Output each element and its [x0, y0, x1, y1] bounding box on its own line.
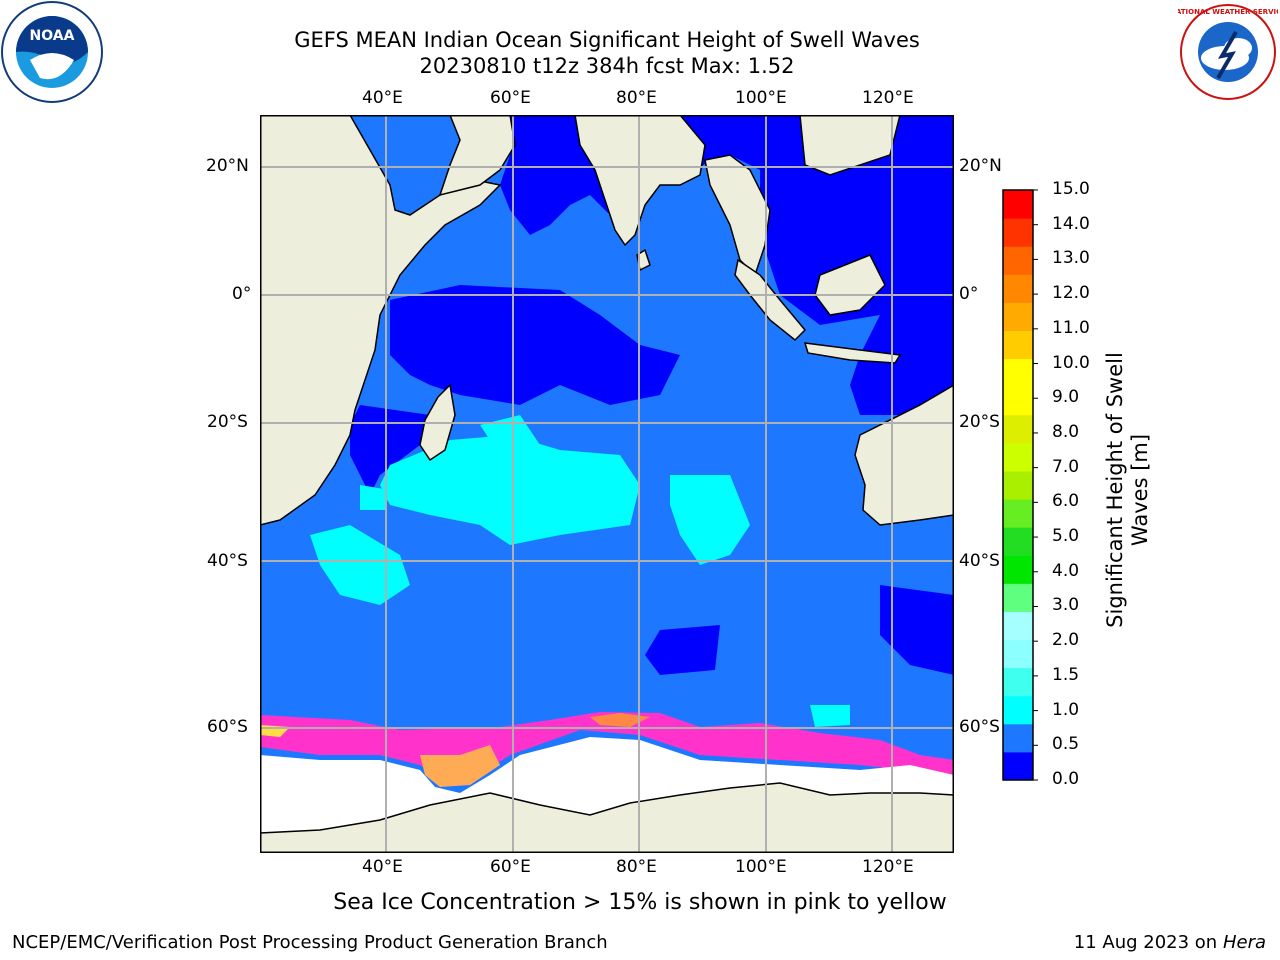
lat-tick-right-60s: 60°S — [959, 717, 1000, 737]
colorbar-tick-label: 3.0 — [1052, 595, 1080, 616]
colorbar-tick-label: 12.0 — [1052, 283, 1090, 304]
colorbar-tick-label: 8.0 — [1052, 421, 1080, 442]
colorbar-swatch — [1003, 246, 1033, 275]
noaa-logo: NOAA — [1, 1, 103, 103]
colorbar-tick-label: 9.0 — [1052, 387, 1080, 408]
lat-tick-right-20s: 20°S — [959, 412, 1000, 432]
colorbar-tick-label: 1.5 — [1052, 664, 1080, 685]
colorbar-swatch — [1003, 639, 1033, 669]
lat-tick-left-40s: 40°S — [207, 551, 248, 571]
colorbar-swatch — [1003, 218, 1033, 247]
colorbar-swatch — [1003, 751, 1033, 781]
colorbar-swatch — [1003, 442, 1033, 472]
colorbar-swatch — [1003, 583, 1033, 612]
colorbar-tick-label: 7.0 — [1052, 456, 1080, 477]
colorbar-swatch — [1003, 667, 1033, 697]
colorbar-tick-label: 14.0 — [1052, 213, 1090, 234]
lat-tick-left-20s: 20°S — [207, 412, 248, 432]
colorbar-swatch — [1003, 414, 1033, 444]
nws-logo: NATIONAL WEATHER SERVICE — [1178, 4, 1278, 100]
colorbar-swatch — [1003, 274, 1033, 303]
colorbar-title-line2: Waves [m] — [1128, 433, 1152, 547]
nws-logo-text: NATIONAL WEATHER SERVICE — [1178, 8, 1278, 16]
lon-tick-bottom-120e: 120°E — [862, 857, 914, 877]
credit-date: 11 Aug 2023 on Hera — [1074, 932, 1266, 953]
colorbar-tick-label: 2.0 — [1052, 630, 1080, 651]
credit-branch: NCEP/EMC/Verification Post Processing Pr… — [12, 932, 608, 953]
sea-ice-caption: Sea Ice Concentration > 15% is shown in … — [333, 890, 947, 915]
chart-subtitle: 20230810 t12z 384h fcst Max: 1.52 — [419, 54, 795, 78]
lat-tick-right-20n: 20°N — [959, 156, 1002, 176]
colorbar-frame — [1002, 189, 1034, 781]
map-panel — [260, 115, 954, 853]
colorbar-tick-label: 0.0 — [1052, 769, 1080, 789]
colorbar-swatch — [1003, 302, 1033, 331]
colorbar-title: Significant Height of Swell Waves [m] — [1103, 340, 1153, 640]
colorbar-swatch — [1003, 386, 1033, 416]
lon-tick-top-120e: 120°E — [862, 88, 914, 108]
colorbar-swatch — [1003, 527, 1033, 556]
colorbar-tick-label: 0.5 — [1052, 734, 1080, 755]
colorbar-tick-label: 10.0 — [1052, 352, 1090, 373]
colorbar-swatch — [1003, 358, 1033, 388]
colorbar-swatch — [1003, 723, 1033, 753]
colorbar-tick-label: 1.0 — [1052, 699, 1080, 720]
lat-tick-right-0: 0° — [959, 284, 979, 304]
colorbar-tick-label: 13.0 — [1052, 248, 1090, 269]
colorbar — [1002, 189, 1038, 781]
colorbar-tick-label: 11.0 — [1052, 317, 1090, 338]
colorbar-swatch — [1003, 190, 1033, 219]
lon-tick-top-100e: 100°E — [735, 88, 787, 108]
credit-date-text: 11 Aug 2023 on — [1073, 932, 1218, 953]
colorbar-title-line1: Significant Height of Swell — [1103, 352, 1127, 628]
noaa-logo-text: NOAA — [30, 28, 75, 44]
lon-tick-bottom-40e: 40°E — [362, 857, 403, 877]
lat-tick-left-0: 0° — [232, 284, 252, 304]
colorbar-swatch — [1003, 470, 1033, 500]
lon-tick-top-40e: 40°E — [362, 88, 403, 108]
lat-tick-left-20n: 20°N — [206, 156, 249, 176]
gridlines — [260, 115, 954, 853]
lon-tick-bottom-60e: 60°E — [490, 857, 531, 877]
lon-tick-bottom-80e: 80°E — [616, 857, 657, 877]
lon-tick-top-80e: 80°E — [616, 88, 657, 108]
colorbar-tick-label: 5.0 — [1052, 526, 1080, 547]
colorbar-tick-label: 6.0 — [1052, 491, 1080, 512]
credit-machine: Hera — [1222, 932, 1266, 953]
chart-title: GEFS MEAN Indian Ocean Significant Heigh… — [294, 28, 920, 52]
colorbar-tick-label: 15.0 — [1052, 179, 1090, 199]
colorbar-swatch — [1003, 330, 1033, 360]
lon-tick-bottom-100e: 100°E — [735, 857, 787, 877]
map-frame — [260, 115, 954, 853]
lat-tick-left-60s: 60°S — [207, 717, 248, 737]
colorbar-swatch — [1003, 555, 1033, 584]
lon-tick-top-60e: 60°E — [490, 88, 531, 108]
lat-tick-right-40s: 40°S — [959, 551, 1000, 571]
colorbar-swatch — [1003, 499, 1033, 528]
colorbar-tick-label: 4.0 — [1052, 560, 1080, 581]
colorbar-swatch — [1003, 695, 1033, 725]
colorbar-swatch — [1003, 611, 1033, 641]
